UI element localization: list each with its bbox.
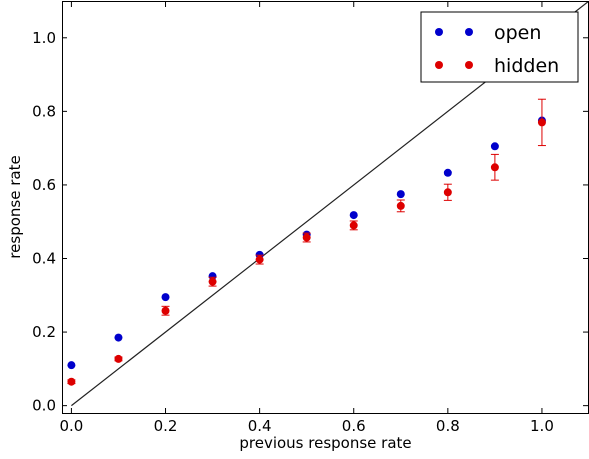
legend-marker-hidden bbox=[465, 61, 473, 69]
legend-box bbox=[420, 11, 579, 83]
x-tick-label: 0.6 bbox=[342, 417, 366, 435]
hidden-point bbox=[255, 255, 264, 264]
hidden-point bbox=[396, 201, 405, 210]
x-tick-label: 0.4 bbox=[248, 417, 272, 435]
x-tick-label: 1.0 bbox=[530, 417, 554, 435]
open-point bbox=[490, 142, 499, 151]
open-point bbox=[208, 272, 217, 281]
legend: open hidden bbox=[420, 11, 579, 83]
hidden-point bbox=[490, 163, 499, 172]
x-tick-label: 0.2 bbox=[154, 417, 178, 435]
legend-label-hidden: hidden bbox=[494, 55, 559, 77]
tick-layer: 0.0 0.2 0.4 0.6 0.8 1.0 0.0 0.2 0.4 0.6 0.8 1.0 bbox=[32, 2, 588, 435]
open-point bbox=[67, 361, 76, 370]
open-point bbox=[396, 190, 405, 199]
x-axis-label: previous response rate bbox=[239, 434, 411, 452]
legend-marker-hidden bbox=[435, 61, 443, 69]
y-tick-label: 0.8 bbox=[32, 102, 56, 120]
hidden-point bbox=[537, 118, 546, 127]
y-tick-label: 1.0 bbox=[32, 29, 56, 47]
hidden-point bbox=[443, 188, 452, 197]
y-tick-label: 0.0 bbox=[32, 397, 56, 415]
legend-marker-open bbox=[435, 28, 443, 36]
hidden-point bbox=[67, 377, 76, 386]
open-point bbox=[443, 168, 452, 177]
y-tick-label: 0.2 bbox=[32, 323, 56, 341]
hidden-point bbox=[302, 233, 311, 242]
y-axis-label: response rate bbox=[6, 155, 24, 258]
x-tick-label: 0.0 bbox=[59, 417, 83, 435]
hidden-point bbox=[208, 277, 217, 286]
legend-marker-open bbox=[465, 28, 473, 36]
x-tick-label: 0.8 bbox=[436, 417, 460, 435]
legend-label-open: open bbox=[494, 22, 541, 44]
open-point bbox=[161, 293, 170, 302]
open-point bbox=[114, 333, 123, 342]
y-tick-label: 0.4 bbox=[32, 250, 56, 268]
open-point bbox=[349, 211, 358, 220]
hidden-point bbox=[114, 354, 123, 363]
hidden-point bbox=[349, 221, 358, 230]
y-tick-label: 0.6 bbox=[32, 176, 56, 194]
hidden-point bbox=[161, 306, 170, 315]
